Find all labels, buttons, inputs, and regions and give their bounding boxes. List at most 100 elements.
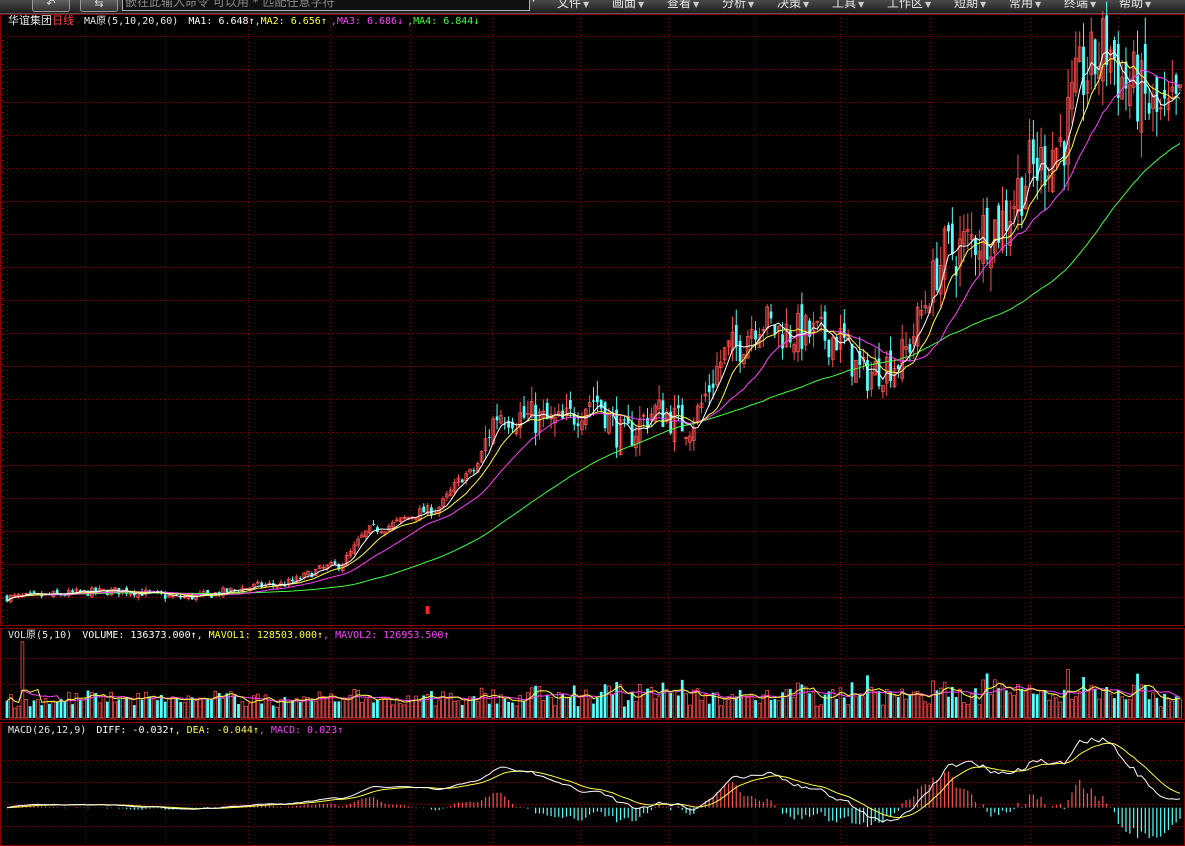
candle-body [534,404,538,433]
menu-analysis[interactable]: 分析 ▼ [722,0,754,11]
candle-body [402,517,407,519]
candle-body [962,231,966,245]
candle-body [947,225,950,232]
candle-body [545,402,549,420]
volume-bar [680,679,684,718]
candle-body [163,594,167,599]
volume-bar [522,701,526,718]
menu-view-label: 查看 [667,0,692,10]
candle-body [665,413,669,422]
volume-bar [487,703,491,718]
candle-body [260,582,264,588]
candle-body [167,595,171,598]
candle-body [572,413,576,425]
ma1-value: MA1: 6.648↑ [188,16,255,27]
volume-bar [927,703,931,719]
diff-value: DIFF: -0.032↑ [96,725,175,736]
volume-bar [1116,690,1120,718]
candle-body [1089,31,1094,76]
candle-body [94,587,98,593]
ma2-value: ,MA2: 6.656↑ [254,16,327,27]
volume-bar [699,699,704,719]
volume-bar [950,686,954,718]
volume-bar [1113,698,1116,718]
volume-bar [1062,689,1066,718]
candle-body [483,438,488,452]
volume-bar [483,693,488,719]
menu-decision[interactable]: 决策 ▼ [777,0,809,11]
candle-body [529,400,534,418]
dea-value: , DEA: -0.044↑ [174,725,259,736]
menu-tools[interactable]: 工具 ▼ [832,0,864,11]
volume-bar [815,705,820,719]
menu-terminal[interactable]: 终端 ▼ [1064,0,1096,11]
volume-bar [981,679,986,719]
volume-bar [144,691,148,719]
candle-body [445,493,449,498]
volume-bar [989,693,993,719]
volume-bar [607,685,611,719]
candle-body [317,565,322,569]
volume-bar [1158,706,1163,719]
volume-bar [599,691,603,718]
candle-body [372,523,375,525]
candle-body [923,305,928,309]
volume-bar [908,695,912,718]
menu-file[interactable]: 文件 ▼ [557,0,589,11]
menu-screen[interactable]: 画面 ▼ [612,0,644,11]
candle-body [182,596,187,599]
volume-bar [511,702,514,718]
volume-bar [340,699,345,719]
chevron-down-icon[interactable]: ▼ [530,0,537,4]
menu-short-term[interactable]: 短期 ▼ [954,0,986,11]
candle-body [1054,148,1059,165]
menu-common[interactable]: 常用 ▼ [1009,0,1041,11]
back-button[interactable]: ↶ [32,0,70,12]
menu-help[interactable]: 帮助 ▼ [1119,0,1151,11]
volume-bar [754,700,757,718]
volume-bar [1035,694,1039,718]
volume-bar [1020,688,1024,718]
volume-bar [90,691,94,719]
volume-bar [703,693,708,719]
volume-bar [291,701,294,718]
volume-bar [441,691,445,719]
menu-arrow-icon: ▼ [1035,0,1042,9]
menu-workspace[interactable]: 工作区 ▼ [887,0,931,11]
candle-body [1139,60,1144,133]
candle-body [194,594,198,600]
volume-bar [819,704,823,719]
volume-bar [726,698,731,719]
command-input[interactable]: 嵌在此输入命令 可以用 * 匹配任意字符 [122,0,530,11]
candle-body [518,412,522,429]
menu-workspace-label: 工作区 [887,0,924,10]
volume-bar [684,693,688,719]
volume-bar [329,693,333,719]
candle-body [773,324,777,335]
switch-button[interactable]: ⇆ [80,0,118,12]
volume-bar [313,700,318,719]
candle-body [568,399,572,409]
volume-bar [333,701,337,718]
candle-body [1147,102,1151,114]
volume-bar [48,703,51,718]
volume-bar [66,692,71,719]
volume-bar [695,688,700,719]
candle-body [179,596,183,598]
candle-body [348,551,353,557]
menu-view[interactable]: 查看 ▼ [667,0,699,11]
candle-body [715,365,719,386]
candle-body [1101,18,1105,82]
volume-bar [942,681,947,719]
volume-bar [792,697,796,719]
volume-bar [734,696,738,718]
volume-bar [866,675,869,718]
volume-bar [592,703,595,718]
candle-body [511,421,514,429]
menu-arrow-icon: ▼ [693,0,700,9]
volume-bar [229,691,233,719]
volume-bar [364,698,368,719]
candle-body [561,410,565,419]
candle-body [1105,15,1109,66]
